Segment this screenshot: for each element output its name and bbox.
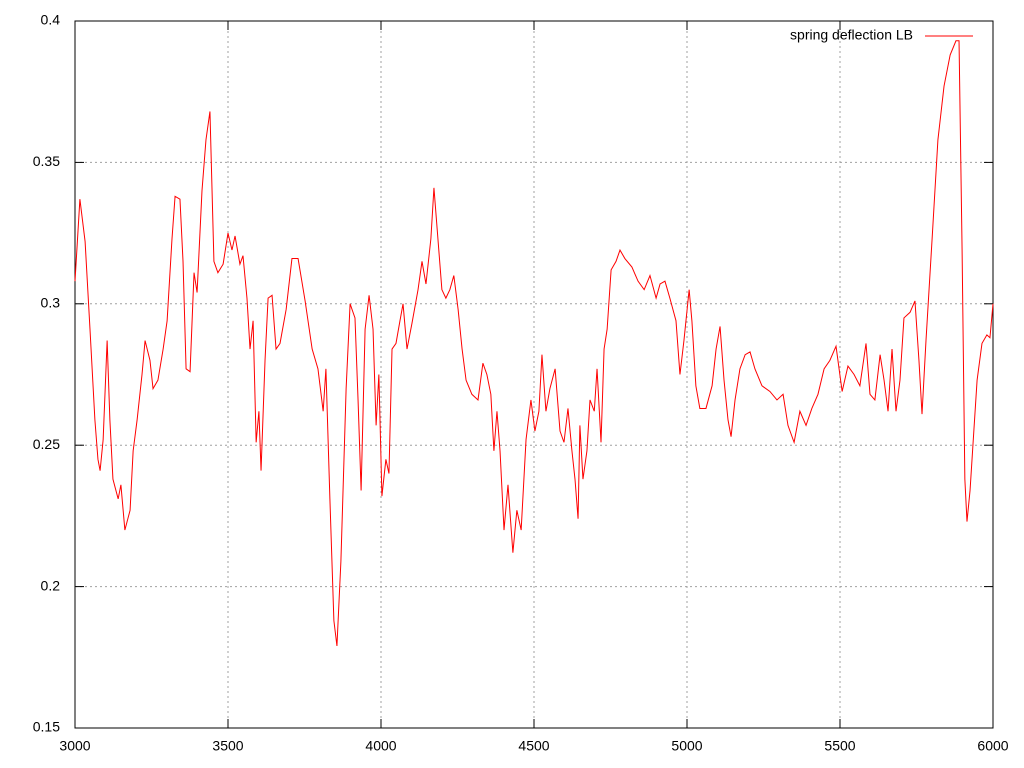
x-tick-label: 4500 — [518, 738, 549, 754]
data-line — [74, 40, 994, 647]
y-tick-label: 0.35 — [33, 153, 60, 169]
x-tick-label: 3000 — [59, 738, 90, 754]
y-tick-label: 0.4 — [41, 12, 61, 28]
y-tick-label: 0.15 — [33, 719, 60, 735]
y-tick-label: 0.2 — [41, 577, 61, 593]
x-tick-label: 5000 — [671, 738, 702, 754]
legend-label: spring deflection LB — [790, 27, 913, 43]
x-tick-label: 6000 — [977, 738, 1008, 754]
y-tick-label: 0.3 — [41, 295, 61, 311]
x-tick-label: 3500 — [212, 738, 243, 754]
x-tick-label: 4000 — [365, 738, 396, 754]
y-tick-label: 0.25 — [33, 436, 60, 452]
x-tick-label: 5500 — [824, 738, 855, 754]
